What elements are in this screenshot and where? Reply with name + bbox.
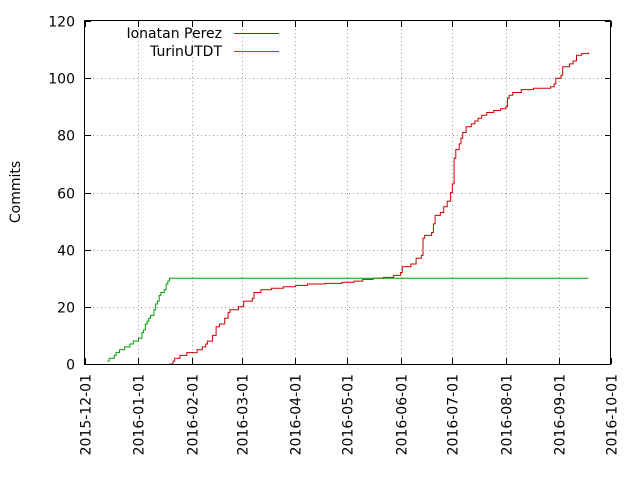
legend: Ionatan Perez TurinUTDT (126, 26, 279, 60)
x-tick-label: 2016-04-01 (289, 374, 305, 455)
y-tick-label: 60 (57, 187, 75, 203)
legend-label: TurinUTDT (149, 44, 222, 60)
y-tick-label: 120 (48, 15, 75, 31)
grid (85, 21, 611, 364)
x-tick-label: 2016-01-01 (132, 374, 148, 455)
y-axis-label: Commits (8, 161, 24, 223)
x-tick-label: 2016-07-01 (446, 374, 462, 455)
y-tick-label: 40 (57, 244, 75, 260)
plot-frame (84, 20, 611, 365)
y-tick-label: 100 (48, 72, 75, 88)
x-tick-label: 2016-03-01 (236, 374, 252, 455)
series-line-ionatan-perez (169, 52, 590, 365)
x-tick-label: 2016-08-01 (500, 374, 516, 455)
legend-label: Ionatan Perez (126, 26, 222, 42)
series-line-turinutdt (107, 277, 589, 362)
y-tick-label: 20 (57, 301, 75, 317)
x-tick-label: 2016-05-01 (341, 374, 357, 455)
x-tick-label: 2016-02-01 (186, 374, 202, 455)
x-tick-label: 2015-12-01 (79, 374, 95, 455)
x-tick-label: 2016-10-01 (605, 374, 621, 455)
x-tick-label: 2016-09-01 (553, 374, 569, 455)
y-tick-label: 0 (66, 358, 75, 374)
x-axis: 2015-12-01 2016-01-01 2016-02-01 2016-03-01… (79, 21, 621, 455)
series-lines (107, 52, 590, 365)
x-tick-label: 2016-06-01 (395, 374, 411, 455)
y-tick-label: 80 (57, 129, 75, 145)
